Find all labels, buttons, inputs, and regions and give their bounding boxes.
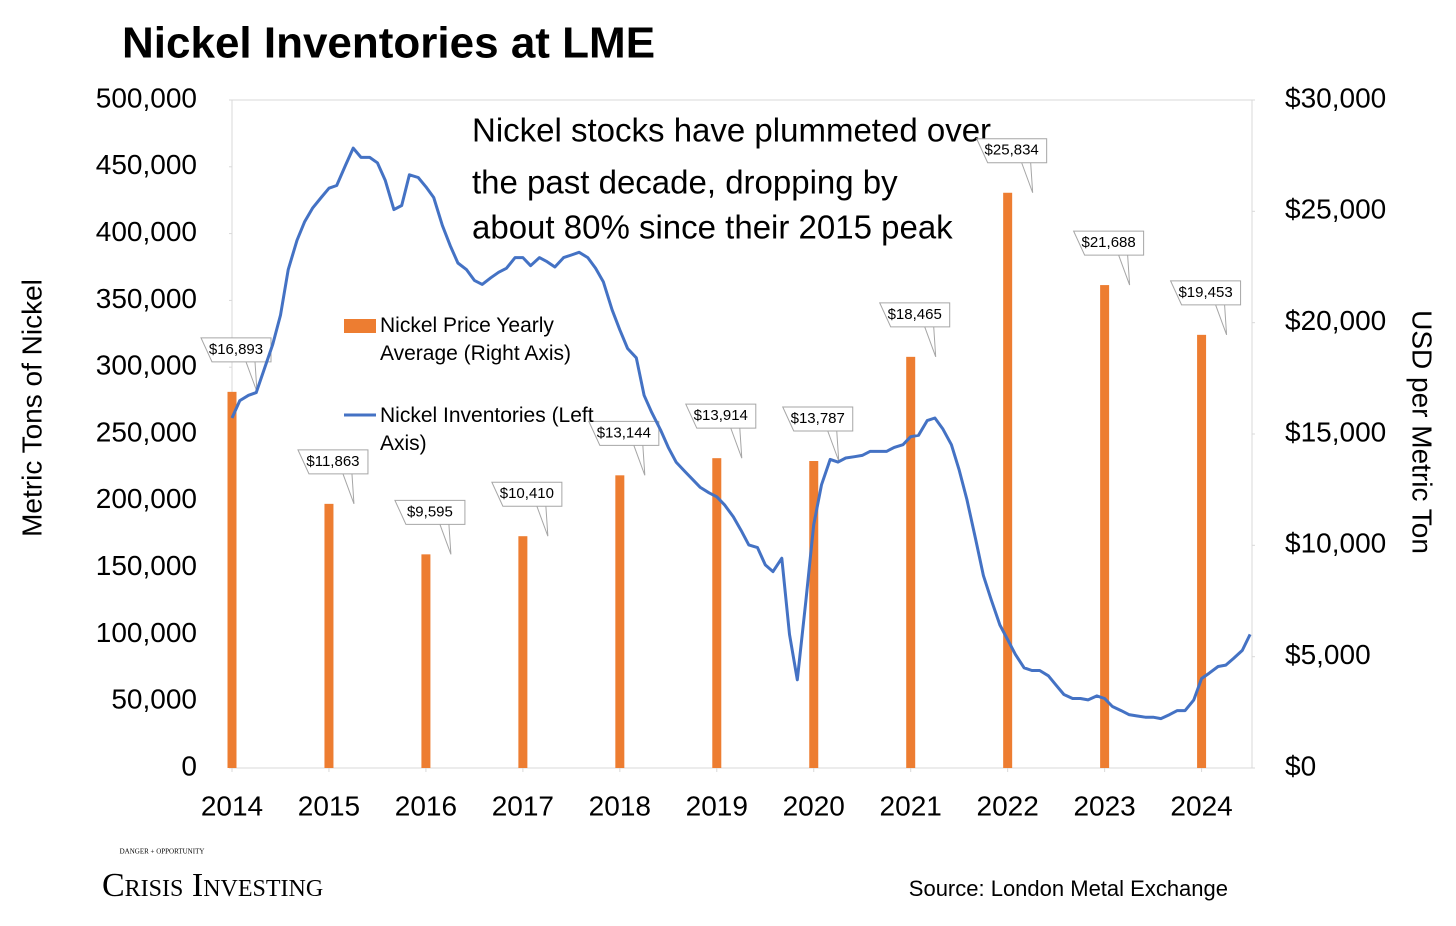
y-tick-label: 250,000 <box>96 416 197 447</box>
label-callout <box>781 406 854 462</box>
data-label: $11,863 <box>306 453 359 470</box>
y2-tick-label: $30,000 <box>1285 82 1386 113</box>
data-label: $18,465 <box>888 306 942 323</box>
x-tick-label: 2014 <box>201 790 263 821</box>
annotation: the past decade, dropping by <box>472 164 898 201</box>
data-label: $13,787 <box>791 410 845 427</box>
label-callout <box>975 138 1048 193</box>
label-callout <box>1072 230 1145 286</box>
data-label: $10,410 <box>500 485 554 502</box>
data-label: $21,688 <box>1082 234 1136 251</box>
y2-tick-label: $0 <box>1285 750 1316 781</box>
x-tick-label: 2016 <box>395 790 457 821</box>
y-tick-label: 50,000 <box>111 684 197 715</box>
annotation: Nickel stocks have plummeted over <box>472 112 991 149</box>
line <box>230 146 1252 721</box>
data-label: $25,834 <box>985 142 1039 159</box>
y2-tick-label: $10,000 <box>1285 528 1386 559</box>
y2-tick-label: $20,000 <box>1285 305 1386 336</box>
label-callout <box>1169 280 1242 336</box>
bar <box>615 475 625 768</box>
legend-label: Nickel Price Yearly Average (Right Axis) <box>380 314 572 365</box>
y2-tick-label: $5,000 <box>1285 639 1371 670</box>
bar <box>324 503 334 768</box>
y2-axis-label: USD per Metric Ton <box>1407 310 1438 554</box>
bar <box>712 458 722 768</box>
bar <box>809 461 819 768</box>
data-label: $9,595 <box>407 503 453 520</box>
source: Source: London Metal Exchange <box>909 876 1228 901</box>
bar <box>1003 192 1013 768</box>
x-tick-label: 2019 <box>686 790 748 821</box>
data-label: $13,144 <box>597 424 651 441</box>
x-tick-label: 2017 <box>492 790 554 821</box>
x-tick-label: 2021 <box>880 790 942 821</box>
label-callout <box>685 403 757 459</box>
data-label: $16,893 <box>209 341 263 358</box>
y-tick-label: 350,000 <box>96 283 197 314</box>
y2-tick-label: $15,000 <box>1285 416 1386 447</box>
y-tick-label: 300,000 <box>96 350 197 381</box>
label-callout <box>297 449 369 505</box>
label-callout <box>200 337 272 393</box>
x-tick-label: 2018 <box>589 790 651 821</box>
bar <box>906 356 916 768</box>
logo-name: Crisis Investing <box>102 867 323 904</box>
chart-title: Nickel Inventories at LME <box>122 19 655 68</box>
bar <box>227 391 237 768</box>
bar <box>421 554 431 768</box>
label-callout <box>491 481 563 537</box>
label-callout <box>394 499 466 555</box>
y-tick-label: 450,000 <box>96 149 197 180</box>
y-tick-label: 500,000 <box>96 82 197 113</box>
annotation: about 80% since their 2015 peak <box>472 209 953 246</box>
y-tick-label: 400,000 <box>96 216 197 247</box>
x-tick-label: 2024 <box>1170 790 1232 821</box>
y-tick-label: 150,000 <box>96 550 197 581</box>
data-label: $19,453 <box>1178 284 1232 301</box>
y-tick-label: 100,000 <box>96 617 197 648</box>
x-tick-label: 2022 <box>977 790 1039 821</box>
y-axis-label: Metric Tons of Nickel <box>16 279 47 537</box>
label-callout <box>878 302 951 358</box>
data-label: $13,914 <box>694 407 748 424</box>
x-tick-label: 2023 <box>1073 790 1135 821</box>
bar <box>518 536 528 768</box>
x-tick-label: 2015 <box>298 790 360 821</box>
bar <box>1100 285 1110 768</box>
bar <box>1197 334 1207 768</box>
x-tick-label: 2020 <box>783 790 845 821</box>
legend-label: Nickel Inventories (Left Axis) <box>380 404 594 455</box>
legend-swatch <box>344 319 376 333</box>
y-tick-label: 0 <box>181 750 197 781</box>
logo-tagline: DANGER + OPPORTUNITY <box>120 848 205 856</box>
y-tick-label: 200,000 <box>96 483 197 514</box>
y2-tick-label: $25,000 <box>1285 194 1386 225</box>
